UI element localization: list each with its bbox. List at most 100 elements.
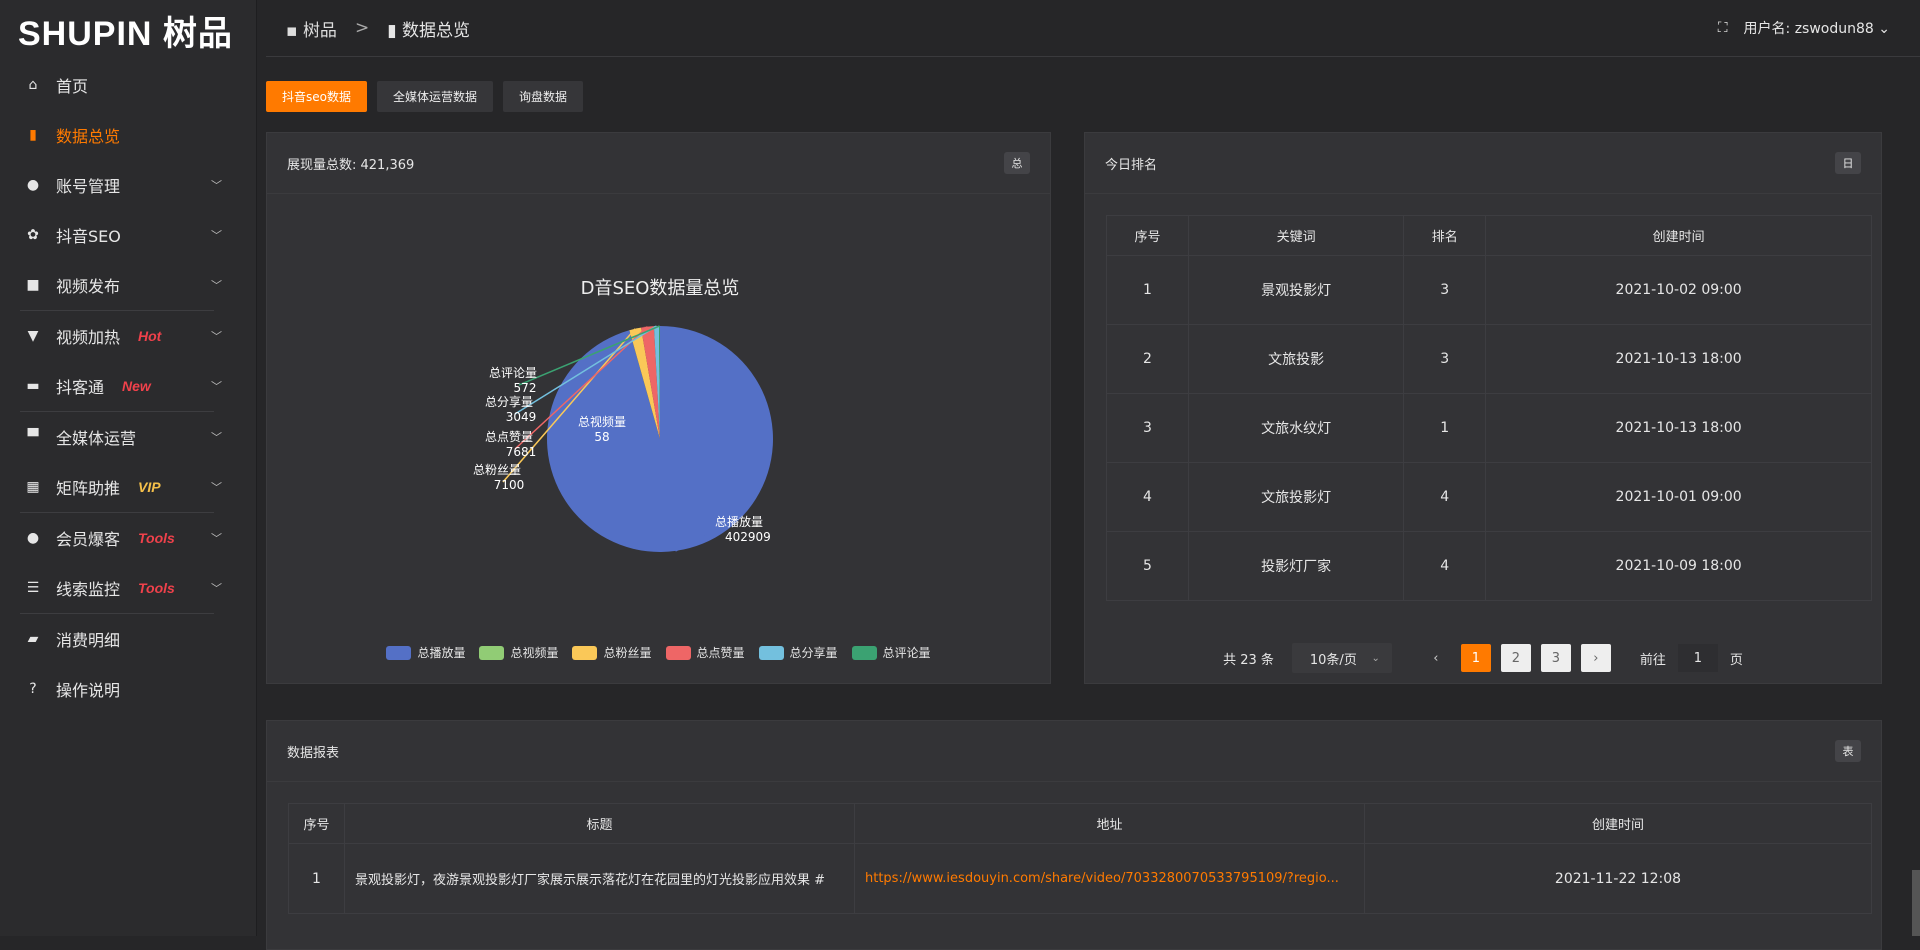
prev-page-button[interactable]: ‹ [1433,650,1439,666]
ranking-table: 序号 关键词 排名 创建时间 1 景观投影灯 3 2021-10-02 09:00 2 文旅投影 3… [1106,215,1872,601]
slice-value: 402909 [725,530,771,544]
table-cell: 2 [1106,324,1189,394]
bar-chart-icon: ▮ [29,127,37,143]
camera-icon: ■ [26,277,40,293]
user-icon: ● [26,177,40,193]
goto-label: 前往 [1639,652,1666,668]
report-card: 数据报表表 序号 标题 地址 创建时间 1 景观投影灯，夜游景观投影灯厂家展示展示落花灯在… [266,720,1882,950]
table-cell: 3 [1106,393,1189,463]
table-row[interactable]: 1 景观投影灯 3 2021-10-02 09:00 [1106,255,1872,325]
table-cell: 景观投影灯 [1187,255,1405,325]
home-icon: ⌂ [28,77,38,93]
column-header: 序号 [1106,215,1189,256]
goto-page-input[interactable]: 1 [1677,644,1718,672]
slice-value: 58 [594,430,609,444]
slice-label: 总评论量 [489,366,537,380]
table-cell: 4 [1403,462,1487,532]
chevron-down-icon: ﹀ [211,532,222,545]
chevron-down-icon: ﹀ [211,431,222,444]
table-cell: 投影灯厂家 [1187,531,1405,601]
sidebar-item-9[interactable]: ● 会员爆客 Tools ﹀ [0,513,256,563]
legend-item[interactable]: 总播放量 [386,644,465,661]
sidebar-item-8[interactable]: ▦ 矩阵助推 VIP ﹀ [0,462,256,512]
table-row[interactable]: 4 文旅投影灯 4 2021-10-01 09:00 [1106,462,1872,532]
table-row[interactable]: 1 景观投影灯，夜游景观投影灯厂家展示展示落花灯在花园里的灯光投影应用效果 # ht… [288,843,1872,914]
scrollbar[interactable] [1912,870,1920,936]
sidebar-item-label: 抖音SEO [56,227,121,246]
legend-swatch [479,645,505,660]
table-cell: 2021-10-13 18:00 [1485,324,1872,394]
sidebar-item-4[interactable]: ■ 视频发布 ﹀ [0,260,256,310]
sidebar-badge: New [122,378,151,394]
slice-label: 总视频量 [578,414,626,429]
table-row[interactable]: 3 文旅水纹灯 1 2021-10-13 18:00 [1106,393,1872,463]
breadcrumb-label: 树品 [302,20,337,41]
sidebar-item-12[interactable]: ? 操作说明 [0,664,256,714]
sidebar-item-5[interactable]: ▼ 视频加热 Hot ﹀ [0,311,256,361]
legend-item[interactable]: 总评论量 [851,644,931,661]
chevron-down-icon: ⌄ [1371,652,1380,664]
next-page-button[interactable]: › [1580,644,1611,672]
help-icon: ? [29,681,37,697]
legend-item[interactable]: 总点赞量 [665,644,745,661]
total-tag-button[interactable]: 总 [1004,152,1030,174]
slice-label: 总播放量 [715,514,763,529]
sidebar-item-2[interactable]: ● 账号管理 ﹀ [0,160,256,210]
legend-item[interactable]: 总粉丝量 [572,644,652,661]
page-size-select[interactable]: 10条/页 ⌄ [1291,643,1392,673]
table-row[interactable]: 2 文旅投影 3 2021-10-13 18:00 [1106,324,1872,394]
breadcrumb-home[interactable]: ▪ 树品 [286,20,337,41]
sidebar-badge: Tools [138,580,175,596]
sidebar-item-label: 抖客通 [56,378,105,397]
table-cell: 1 [288,843,345,914]
slice-label: 总分享量 [485,394,533,409]
legend-swatch [572,645,598,660]
page-button[interactable]: 2 [1500,644,1531,672]
monitor-icon: ▼ [27,328,39,344]
table-cell: 4 [1403,531,1487,601]
card-title: 数据报表 [287,745,340,761]
page-size-value: 10条/页 [1309,652,1357,668]
sidebar-item-0[interactable]: ⌂ 首页 [0,60,256,110]
table-tag-button[interactable]: 表 [1835,740,1861,762]
chevron-down-icon: ﹀ [211,279,222,292]
table-row[interactable]: 5 投影灯厂家 4 2021-10-09 18:00 [1106,531,1872,601]
sidebar-item-11[interactable]: ▰ 消费明细 [0,614,256,664]
label-line [675,533,710,552]
legend-item[interactable]: 总视频量 [479,644,558,661]
tab-2[interactable]: 询盘数据 [503,81,584,112]
slice-value: 572 [514,381,537,395]
fullscreen-icon[interactable]: ⛶ [1717,20,1728,36]
legend-item[interactable]: 总分享量 [758,644,838,661]
day-tag-button[interactable]: 日 [1835,152,1861,174]
slice-label: 总粉丝量 [473,463,521,477]
chevron-down-icon: ﹀ [211,481,222,494]
divider [20,512,214,513]
page-button[interactable]: 3 [1540,644,1571,672]
user-menu[interactable]: 用户名: zswodun88 ⌄ [1743,21,1890,37]
pie-slice[interactable] [629,327,660,439]
pie-slice[interactable] [653,326,660,439]
sidebar-item-10[interactable]: ☰ 线索监控 Tools ﹀ [0,563,256,613]
legend-label: 总分享量 [789,646,838,660]
sidebar-item-7[interactable]: ▀ 全媒体运营 ﹀ [0,412,256,462]
total-count: 共 23 条 [1223,652,1274,668]
divider [20,310,214,311]
pie-slice[interactable] [629,330,660,439]
table-cell: 5 [1106,531,1189,601]
legend-label: 总评论量 [882,646,931,660]
sidebar-item-label: 线索监控 [56,580,121,599]
table-cell: 文旅投影 [1187,324,1405,394]
tab-0[interactable]: 抖音seo数据 [266,81,367,112]
sidebar-item-1[interactable]: ▮ 数据总览 [0,110,256,160]
pie-slice[interactable] [641,326,660,439]
sidebar-item-label: 会员爆客 [56,530,121,549]
page-button[interactable]: 1 [1460,644,1491,672]
tab-1[interactable]: 全媒体运营数据 [376,81,493,112]
chevron-down-icon: ﹀ [211,229,222,242]
sidebar-item-6[interactable]: ▬ 抖客通 New ﹀ [0,361,256,411]
sidebar-item-3[interactable]: ✿ 抖音SEO ﹀ [0,210,256,260]
video-link[interactable]: https://www.iesdouyin.com/share/video/70… [854,843,1365,914]
